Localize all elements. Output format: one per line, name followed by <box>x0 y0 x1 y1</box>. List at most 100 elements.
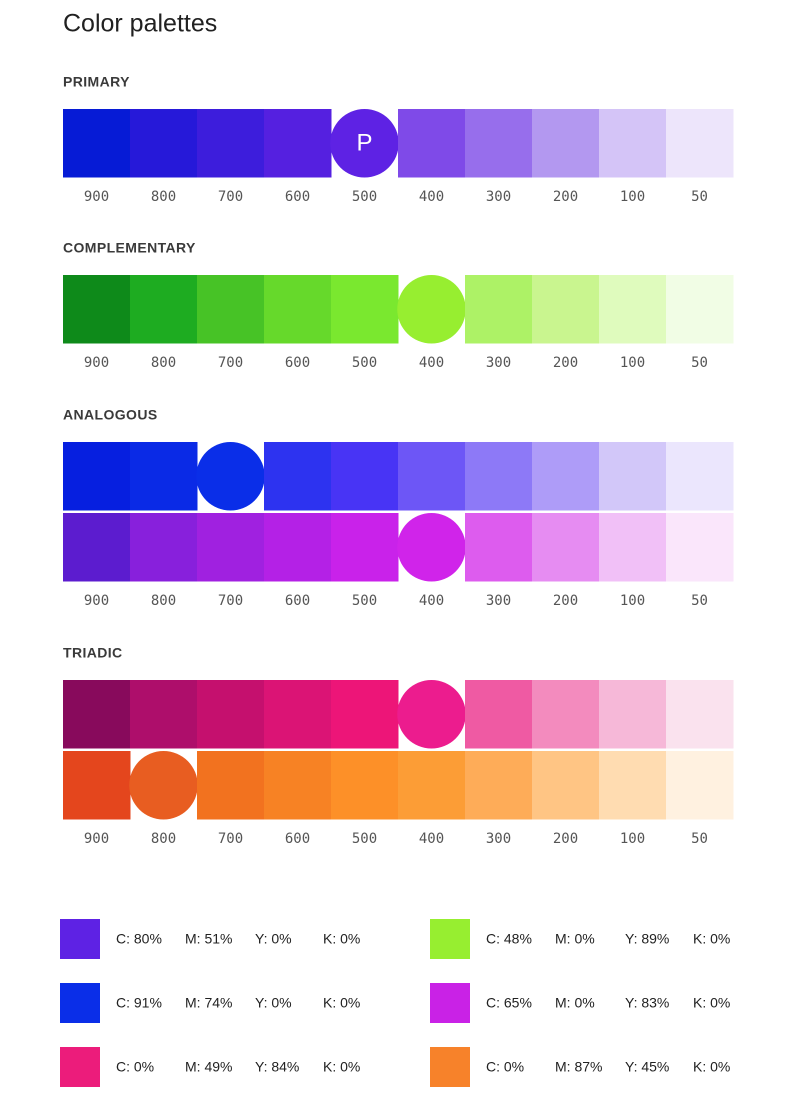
swatch <box>264 751 332 820</box>
swatch <box>666 513 734 582</box>
swatch <box>63 751 131 820</box>
shade-label: 600 <box>285 831 310 847</box>
cmyk-value: M: 49% <box>185 1059 232 1075</box>
swatch <box>532 680 600 749</box>
cmyk-value: M: 0% <box>555 931 595 947</box>
shade-label: 300 <box>486 355 511 371</box>
swatch <box>666 751 734 820</box>
shade-label: 900 <box>84 593 109 609</box>
legend-swatch <box>60 919 100 959</box>
swatch <box>130 109 198 178</box>
legend-swatch <box>60 983 100 1023</box>
shade-label: 900 <box>84 355 109 371</box>
swatch <box>666 442 734 511</box>
shade-label: 800 <box>151 593 176 609</box>
swatch <box>599 513 667 582</box>
shade-label: 50 <box>691 355 708 371</box>
shade-label: 100 <box>620 593 645 609</box>
swatch-circle <box>397 513 466 582</box>
swatch <box>264 680 332 749</box>
cmyk-value: Y: 0% <box>255 995 292 1011</box>
cmyk-value: M: 0% <box>555 995 595 1011</box>
swatch <box>331 751 399 820</box>
section-label: PRIMARY <box>63 74 130 90</box>
swatch <box>666 680 734 749</box>
swatch <box>63 442 131 511</box>
cmyk-value: C: 91% <box>116 995 162 1011</box>
shade-label: 100 <box>620 189 645 205</box>
legend-swatch <box>60 1047 100 1087</box>
swatch <box>63 109 131 178</box>
swatch <box>197 109 265 178</box>
shade-label: 600 <box>285 593 310 609</box>
legend-swatch <box>430 1047 470 1087</box>
swatch <box>130 275 198 344</box>
shade-label: 300 <box>486 189 511 205</box>
swatch <box>398 751 466 820</box>
shade-label: 300 <box>486 831 511 847</box>
page-title: Color palettes <box>63 10 217 38</box>
swatch <box>197 275 265 344</box>
swatch <box>264 109 332 178</box>
swatch <box>264 275 332 344</box>
cmyk-value: K: 0% <box>693 1059 730 1075</box>
shade-label: 50 <box>691 189 708 205</box>
swatch-circle <box>330 109 399 178</box>
cmyk-value: C: 0% <box>116 1059 154 1075</box>
swatch <box>197 680 265 749</box>
shade-label: 700 <box>218 593 243 609</box>
section-label: COMPLEMENTARY <box>63 240 196 256</box>
swatch <box>532 751 600 820</box>
cmyk-value: C: 65% <box>486 995 532 1011</box>
swatch <box>398 109 466 178</box>
swatch <box>465 275 533 344</box>
shade-label: 200 <box>553 189 578 205</box>
swatch <box>532 275 600 344</box>
swatch <box>465 680 533 749</box>
swatch-circle <box>196 442 265 511</box>
cmyk-value: Y: 0% <box>255 931 292 947</box>
shade-label: 800 <box>151 189 176 205</box>
swatch <box>331 513 399 582</box>
swatch <box>264 513 332 582</box>
cmyk-value: C: 0% <box>486 1059 524 1075</box>
legend-swatch <box>430 919 470 959</box>
swatch <box>465 442 533 511</box>
shade-label: 50 <box>691 593 708 609</box>
cmyk-value: K: 0% <box>693 995 730 1011</box>
section-label: TRIADIC <box>63 645 123 661</box>
cmyk-value: Y: 89% <box>625 931 669 947</box>
swatch <box>532 109 600 178</box>
shade-label: 100 <box>620 355 645 371</box>
cmyk-value: M: 51% <box>185 931 232 947</box>
shade-label: 400 <box>419 593 444 609</box>
shade-label: 600 <box>285 189 310 205</box>
shade-label: 700 <box>218 355 243 371</box>
swatch <box>130 442 198 511</box>
swatch <box>532 513 600 582</box>
swatch <box>465 513 533 582</box>
swatch <box>63 680 131 749</box>
cmyk-value: Y: 45% <box>625 1059 669 1075</box>
shade-label: 200 <box>553 831 578 847</box>
legend-swatch <box>430 983 470 1023</box>
cmyk-value: K: 0% <box>323 995 360 1011</box>
swatch <box>599 680 667 749</box>
shade-label: 900 <box>84 831 109 847</box>
cmyk-value: K: 0% <box>323 931 360 947</box>
swatch <box>599 275 667 344</box>
cmyk-value: Y: 83% <box>625 995 669 1011</box>
swatch <box>666 109 734 178</box>
shade-label: 200 <box>553 593 578 609</box>
shade-label: 600 <box>285 355 310 371</box>
swatch <box>331 680 399 749</box>
shade-label: 400 <box>419 189 444 205</box>
swatch <box>599 109 667 178</box>
shade-label: 500 <box>352 593 377 609</box>
cmyk-value: C: 48% <box>486 931 532 947</box>
swatch <box>398 442 466 511</box>
swatch-circle <box>397 680 466 749</box>
swatch <box>465 751 533 820</box>
cmyk-value: M: 87% <box>555 1059 602 1075</box>
